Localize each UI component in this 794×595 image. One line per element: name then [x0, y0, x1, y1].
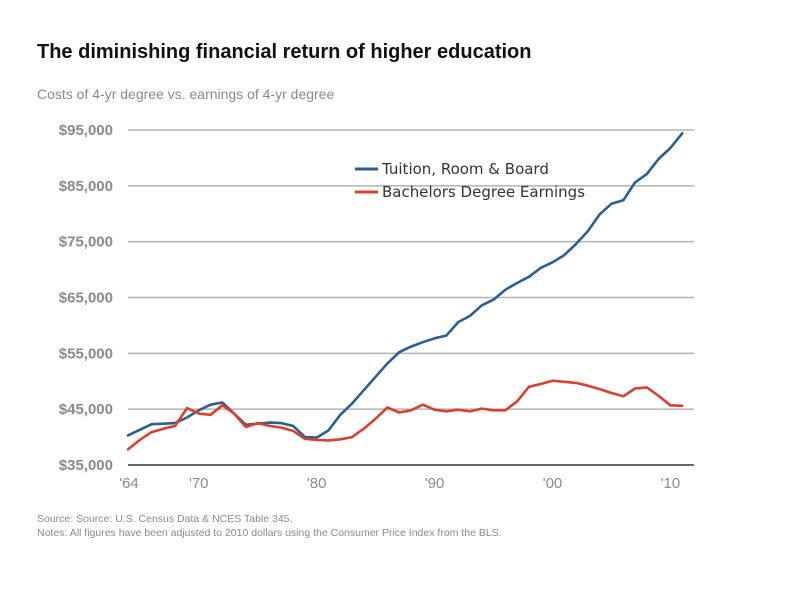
y-tick-label: $75,000: [59, 234, 113, 251]
x-tick-label: '10: [661, 475, 681, 492]
series-line: [126, 379, 684, 451]
series-line: [126, 132, 684, 439]
x-axis-tick-labels: '64 '70 '80 '90 '00 '10: [119, 475, 680, 492]
x-tick-label: '80: [307, 475, 327, 492]
chart-subtitle: Costs of 4-yr degree vs. earnings of 4-y…: [37, 86, 335, 102]
y-tick-label: $85,000: [59, 178, 113, 195]
notes-text: Notes: All figures have been adjusted to…: [37, 527, 502, 539]
y-tick-label: $95,000: [59, 122, 113, 139]
legend-label: Tuition, Room & Board: [381, 160, 549, 178]
legend-label: Bachelors Degree Earnings: [382, 183, 585, 201]
x-tick-label: '70: [189, 475, 209, 492]
y-tick-label: $45,000: [59, 401, 113, 418]
x-tick-label: '90: [425, 475, 445, 492]
source-text: Source: Source: U.S. Census Data & NCES …: [37, 513, 293, 525]
source-note: Source: Source: U.S. Census Data & NCES …: [37, 512, 502, 540]
gridlines: [128, 129, 694, 466]
y-tick-label: $55,000: [59, 345, 113, 362]
series-lines: [126, 132, 684, 451]
x-tick-label: '64: [119, 475, 139, 492]
y-axis-tick-labels: $35,000 $45,000 $55,000 $65,000 $75,000 $85,0…: [59, 122, 113, 474]
chart-title: The diminishing financial return of high…: [37, 41, 532, 63]
legend: Tuition, Room & Board Bachelors Degree Ea…: [355, 160, 585, 201]
y-tick-label: $65,000: [59, 290, 113, 307]
x-tick-label: '00: [543, 475, 563, 492]
y-tick-label: $35,000: [59, 457, 113, 474]
